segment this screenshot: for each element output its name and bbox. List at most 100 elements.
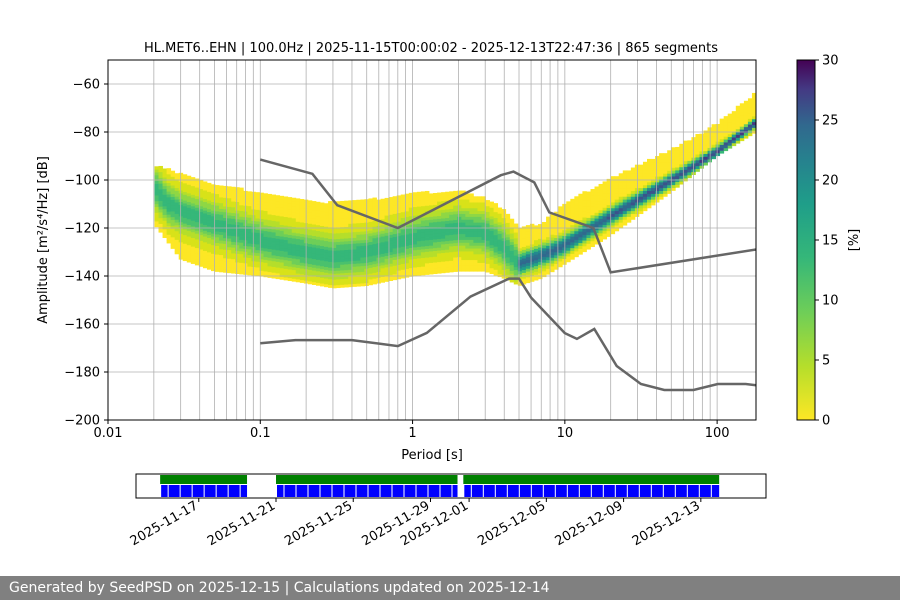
heat-cell xyxy=(513,229,519,233)
heat-cell xyxy=(400,275,406,279)
heat-cell xyxy=(186,175,192,179)
heat-cell xyxy=(542,247,547,252)
heat-cell xyxy=(299,233,305,237)
heat-cell xyxy=(493,257,499,262)
heat-cell xyxy=(275,255,281,259)
heat-cell xyxy=(267,199,272,203)
heat-cell xyxy=(481,202,486,206)
heat-cell xyxy=(360,222,365,226)
colorbar-tick-label: 30 xyxy=(822,54,839,69)
heat-cell xyxy=(489,264,494,269)
heat-cell xyxy=(380,218,385,223)
heat-cell xyxy=(170,208,176,212)
heat-cell xyxy=(194,192,200,197)
heat-cell xyxy=(279,195,285,200)
heat-cell xyxy=(194,198,200,202)
heat-cell xyxy=(174,213,180,217)
heat-cell xyxy=(267,214,272,218)
heat-cell xyxy=(271,249,276,253)
heat-cell xyxy=(751,107,757,111)
heat-cell xyxy=(622,210,628,215)
heat-cell xyxy=(590,229,595,233)
heat-cell xyxy=(368,276,373,280)
heat-cell xyxy=(554,228,559,233)
heat-cell xyxy=(287,208,293,212)
heat-cell xyxy=(255,220,260,225)
heat-cell xyxy=(727,113,733,117)
x-tick-label: 10 xyxy=(557,426,574,441)
heat-cell xyxy=(182,188,188,192)
heat-cell xyxy=(372,275,377,279)
heat-cell xyxy=(340,244,345,248)
heat-cell xyxy=(497,213,503,217)
heat-cell xyxy=(255,255,260,259)
heat-cell xyxy=(598,201,603,205)
heat-cell xyxy=(638,202,644,206)
heat-cell xyxy=(186,181,192,185)
heat-cell xyxy=(449,197,454,201)
heat-cell xyxy=(433,201,438,205)
heat-cell xyxy=(267,257,272,261)
heat-cell xyxy=(324,252,329,256)
heat-cell xyxy=(618,213,624,217)
timeline-available-bar xyxy=(160,475,248,484)
heat-cell xyxy=(586,237,591,241)
heat-cell xyxy=(695,142,700,146)
heat-cell xyxy=(429,199,434,203)
heat-cell xyxy=(336,218,341,222)
heat-cell xyxy=(437,238,442,242)
heat-cell xyxy=(441,258,446,262)
heat-cell xyxy=(735,140,741,144)
heat-cell xyxy=(223,191,228,195)
heat-cell xyxy=(219,266,224,270)
heat-cell xyxy=(489,250,494,254)
heat-cell xyxy=(328,250,333,254)
heat-cell xyxy=(332,224,337,228)
heat-cell xyxy=(703,136,708,140)
heat-cell xyxy=(497,233,503,237)
heat-cell xyxy=(372,269,377,273)
heat-cell xyxy=(344,258,349,262)
heat-cell xyxy=(235,253,240,257)
heat-cell xyxy=(614,176,620,180)
heat-cell xyxy=(320,263,325,267)
heat-cell xyxy=(437,235,442,240)
heat-cell xyxy=(190,249,196,253)
timeline-tick-label: 2025-12-13 xyxy=(630,498,703,549)
heat-cell xyxy=(340,241,345,245)
y-tick-label: −200 xyxy=(64,414,100,429)
heat-cell xyxy=(699,148,704,152)
heat-cell xyxy=(352,266,357,270)
heat-cell xyxy=(186,210,192,214)
heat-cell xyxy=(219,228,224,232)
heat-cell xyxy=(416,240,422,245)
heat-cell xyxy=(606,213,612,217)
heat-cell xyxy=(396,238,402,242)
heat-cell xyxy=(166,191,172,195)
heat-cell xyxy=(493,249,499,253)
heat-cell xyxy=(529,229,535,233)
heat-cell xyxy=(211,215,216,220)
heat-cell xyxy=(542,268,547,272)
heat-cell xyxy=(630,210,636,215)
heat-cell xyxy=(400,237,406,242)
heat-cell xyxy=(642,167,648,171)
heat-cell xyxy=(154,177,159,182)
heat-cell xyxy=(311,270,317,274)
heat-cell xyxy=(408,204,414,208)
y-tick-label: −60 xyxy=(73,78,100,93)
heat-cell xyxy=(453,208,458,212)
heat-cell xyxy=(424,271,430,275)
heat-cell xyxy=(659,196,664,200)
heat-cell xyxy=(671,173,676,177)
heat-cell xyxy=(525,259,531,263)
heat-cell xyxy=(719,144,725,148)
heat-cell xyxy=(247,199,252,204)
heat-cell xyxy=(311,232,317,237)
heat-cell xyxy=(655,179,660,183)
heat-cell xyxy=(582,191,587,195)
heat-cell xyxy=(469,225,474,229)
heat-cell xyxy=(352,283,357,287)
heat-cell xyxy=(344,275,349,279)
heat-cell xyxy=(372,255,377,259)
